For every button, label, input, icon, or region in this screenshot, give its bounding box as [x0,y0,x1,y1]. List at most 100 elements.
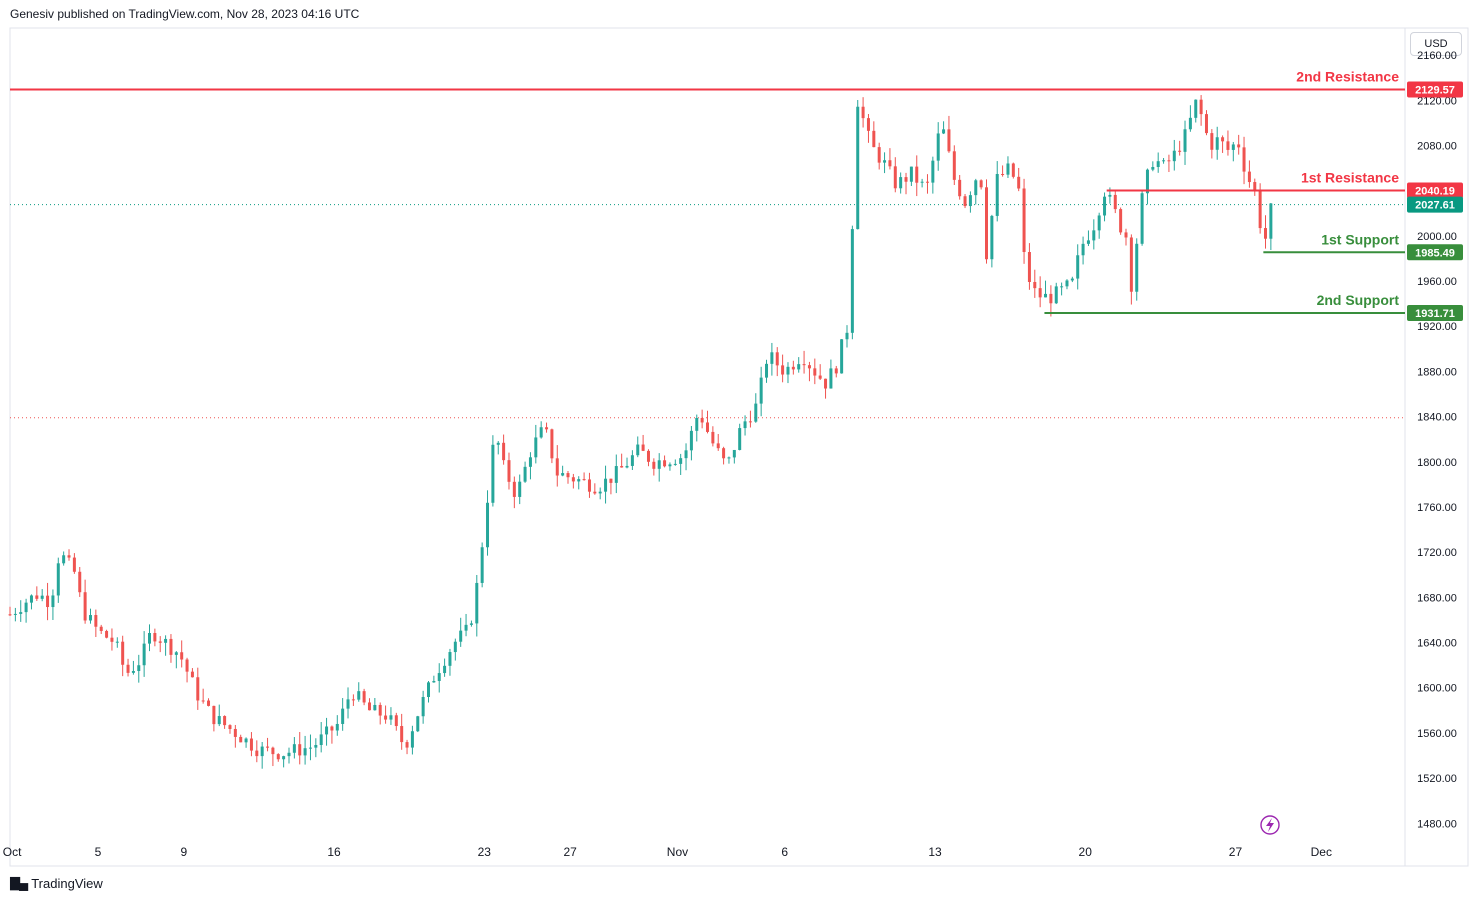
y-tick-label: 1600.00 [1417,683,1457,695]
x-tick-label: 6 [781,845,788,859]
y-tick-label: 2120.00 [1417,95,1457,107]
candle-body [266,746,270,748]
candle-body [883,160,887,163]
candle-body [781,365,785,375]
candle-body [244,738,248,743]
candle-body [384,715,388,720]
x-tick-label: 9 [180,845,187,859]
candle-body [850,229,854,333]
candle-body [786,366,790,375]
candle-body [185,659,189,672]
currency-badge[interactable]: USD [1410,32,1462,56]
candle-body [427,682,430,698]
candle-body [899,177,903,189]
candle-body [1145,169,1149,194]
candle-body [1119,209,1123,233]
x-tick-label: 16 [327,845,341,859]
candle-body [652,461,656,469]
candle-body [974,180,978,196]
x-axis: Oct 5 9 16 23 27 Nov 6 13 20 27 Dec [3,845,1332,859]
candle-body [486,502,490,548]
candle-body [1269,203,1273,239]
candle-body [357,691,361,700]
candle-body [630,455,634,466]
candle-body [1001,173,1005,175]
candle-body [394,715,398,727]
candle-body [893,166,897,189]
candle-body [1226,141,1230,150]
candle-body [217,716,221,725]
candle-body [743,421,747,429]
candle-body [641,444,645,451]
candle-body [711,431,715,444]
level-badge-3-bg [1407,305,1463,322]
candle-body [416,716,420,732]
candle-body [1060,286,1064,288]
candle-body [1081,243,1085,256]
candle-body [566,473,570,478]
candle-body [625,465,629,468]
candle-body [909,166,913,182]
y-tick-label: 1920.00 [1417,321,1457,333]
candle-body [464,624,468,631]
y-tick-label: 1560.00 [1417,728,1457,740]
level-badge-0-bg [1407,81,1463,98]
y-tick-label: 1640.00 [1417,638,1457,650]
candle-body [829,368,833,389]
y-tick-label: 1760.00 [1417,502,1457,514]
candle-body [722,448,726,459]
candle-body [88,615,92,621]
candle-body [56,563,60,596]
candle-body [260,746,264,757]
candle-body [110,637,114,642]
candle-body [1247,171,1251,183]
candle-body [448,652,452,666]
candle-body [539,427,543,438]
candle-body [1135,243,1139,292]
candle-body [904,177,908,182]
candle-body [83,592,87,621]
candle-body [62,555,66,564]
candle-body [791,366,795,370]
candle-body [137,665,141,672]
candle-body [689,430,693,451]
candle-body [502,442,506,461]
candle-body [158,641,162,643]
candle-body [207,700,211,706]
candle-body [587,479,591,492]
candle-body [561,473,565,476]
candle-body [298,744,302,756]
candle-body [657,460,661,469]
candle-body [738,428,742,450]
candle-body [985,187,988,260]
x-tick-label: 5 [95,845,102,859]
candle-body [545,427,549,430]
bolt-icon[interactable] [1260,815,1280,835]
candle-body [432,680,436,683]
candle-body [8,614,12,616]
candles [8,95,1273,769]
candle-body [636,444,640,456]
x-tick-label: Nov [667,845,688,859]
candle-body [523,466,527,482]
candle-body [1194,99,1198,118]
candle-body [373,704,377,711]
candle-body [915,166,919,183]
candle-body [700,417,704,423]
candle-body [1076,255,1080,279]
candle-body [389,715,393,720]
candle-body [148,632,151,644]
candle-body [335,723,339,731]
y-tick-label: 2160.00 [1417,50,1457,62]
candle-body [1044,293,1048,298]
candle-body [13,613,17,615]
levels: 2nd Resistance 1st Resistance 1st Support 2… [10,68,1405,315]
candle-body [72,557,76,572]
candle-body [775,352,779,366]
candle-body [325,726,329,735]
candle-body [818,375,822,379]
candle-body [963,196,967,207]
candle-body [807,365,811,369]
level-badge-0: 2129.57 [1415,84,1455,96]
